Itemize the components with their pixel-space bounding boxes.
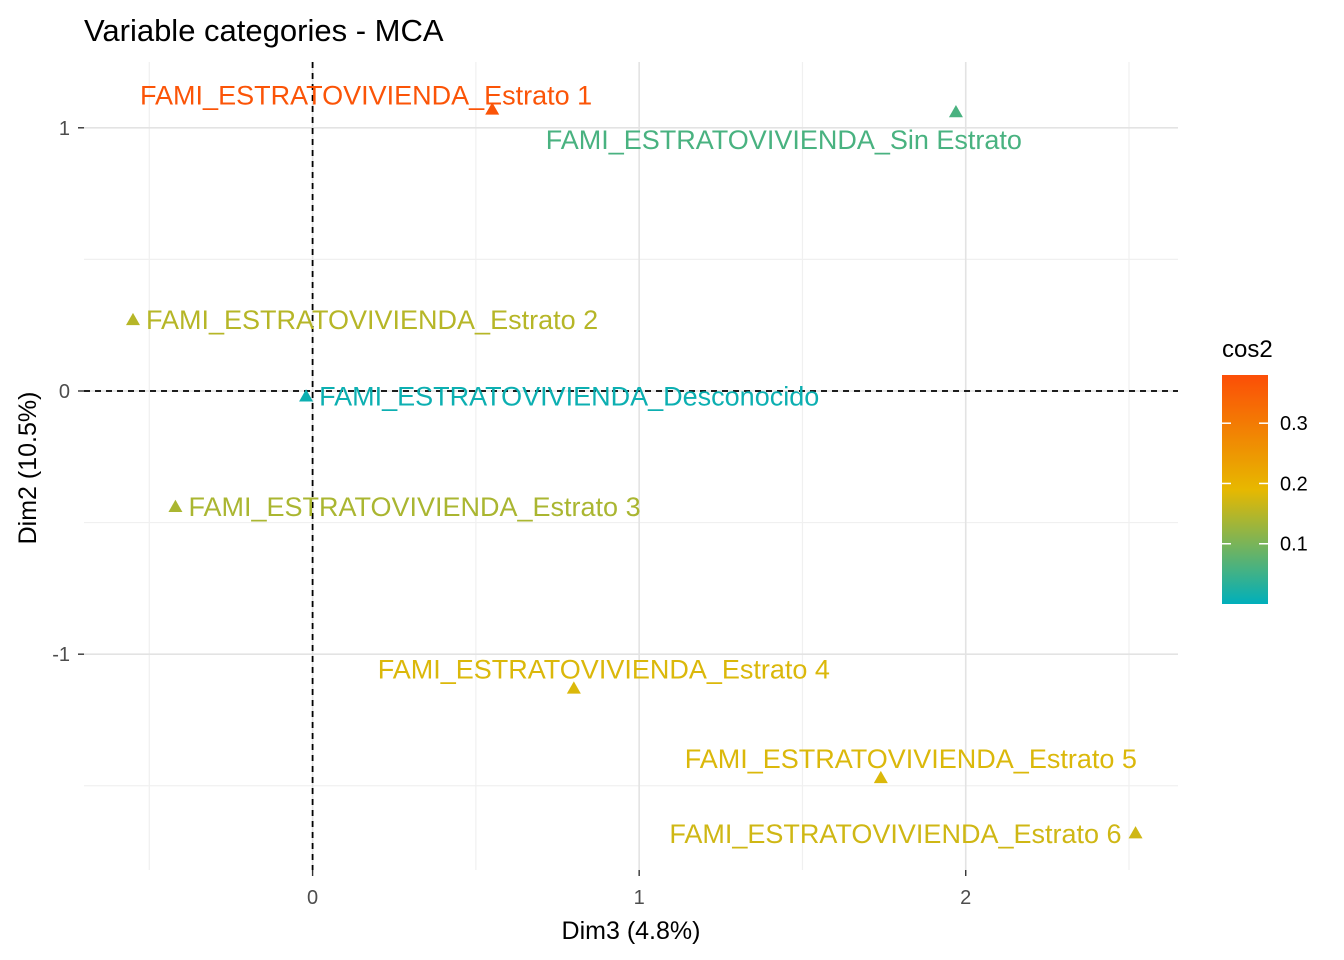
point-marker <box>125 312 140 326</box>
plot-area: 0 1 2 -1 0 1 FAMI_ESTRATOVIVIENDA_Estrato 1 FAM… <box>52 62 1178 909</box>
point-label: FAMI_ESTRATOVIVIENDA_Estrato 2 <box>146 305 598 335</box>
cos2-legend: cos2 0.1 0.2 0.3 <box>1222 336 1308 604</box>
point-marker <box>485 102 500 115</box>
colorbar-tick-label: 0.1 <box>1280 534 1308 556</box>
point-label: FAMI_ESTRATOVIVIENDA_Estrato 3 <box>188 492 640 522</box>
x-tick-label: 1 <box>634 887 645 909</box>
point-marker <box>299 389 314 402</box>
x-tick-label: 2 <box>960 887 971 909</box>
point-marker <box>873 770 888 784</box>
y-axis-label: Dim2 (10.5%) <box>14 392 42 545</box>
point-marker <box>1128 826 1143 839</box>
y-tick-label: 0 <box>59 381 70 403</box>
colorbar-tick-label: 0.2 <box>1280 473 1308 495</box>
point-label: FAMI_ESTRATOVIVIENDA_Estrato 1 <box>140 80 592 110</box>
point-label: FAMI_ESTRATOVIVIENDA_Sin Estrato <box>546 125 1022 155</box>
x-axis-label: Dim3 (4.8%) <box>562 917 701 945</box>
chart-title: Variable categories - MCA <box>84 13 444 48</box>
legend-title: cos2 <box>1222 336 1273 363</box>
point-marker <box>168 499 183 513</box>
y-tick-label: -1 <box>52 644 70 666</box>
point-label: FAMI_ESTRATOVIVIENDA_Estrato 6 <box>669 819 1121 849</box>
x-tick-label: 0 <box>307 887 318 909</box>
point-marker <box>566 681 581 694</box>
point-label: FAMI_ESTRATOVIVIENDA_Estrato 5 <box>685 744 1137 774</box>
point-label: FAMI_ESTRATOVIVIENDA_Estrato 4 <box>378 654 830 684</box>
y-tick-label: 1 <box>59 118 70 140</box>
colorbar-tick-label: 0.3 <box>1280 413 1308 435</box>
point-marker <box>948 105 963 118</box>
point-label: FAMI_ESTRATOVIVIENDA_Desconocido <box>319 381 819 411</box>
colorbar <box>1222 375 1268 604</box>
